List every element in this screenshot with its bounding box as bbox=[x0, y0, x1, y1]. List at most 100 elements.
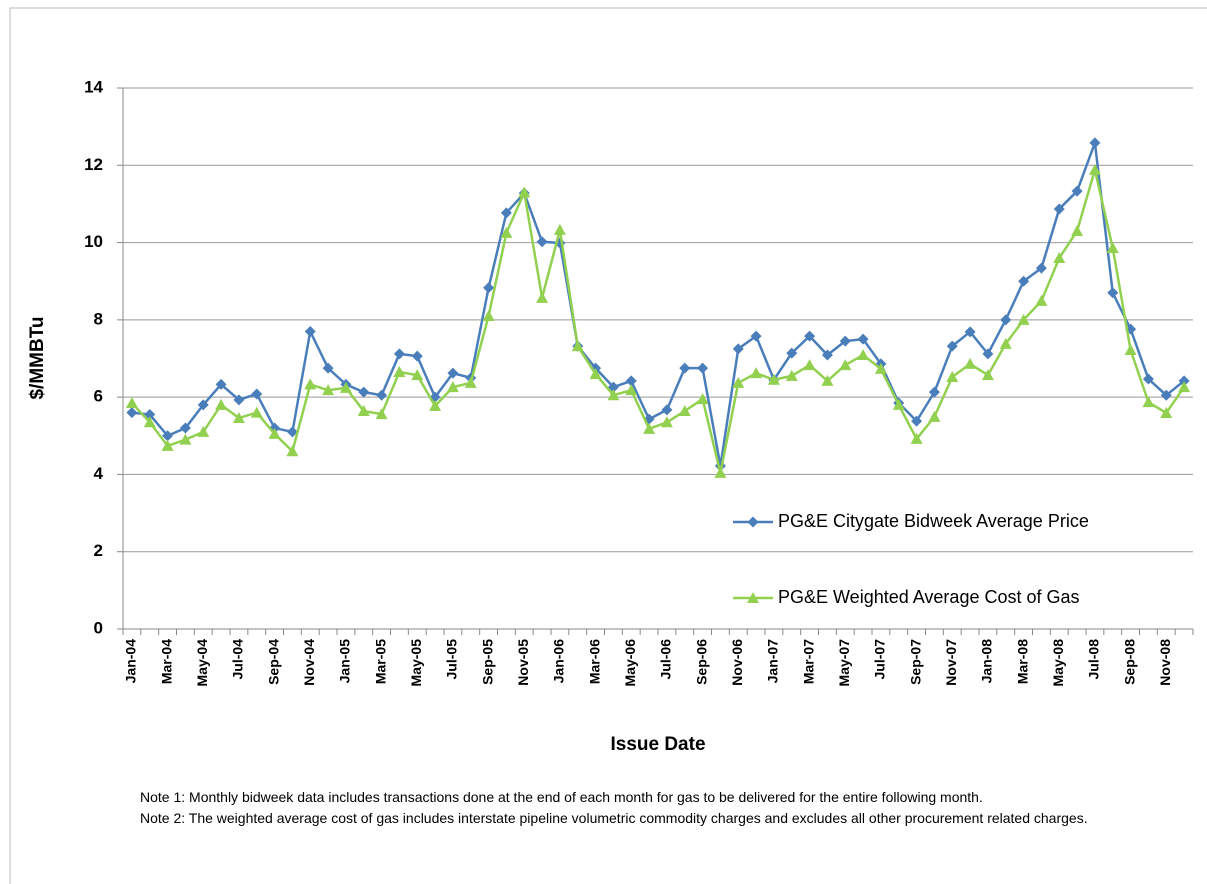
point bbox=[500, 207, 512, 219]
point bbox=[1053, 203, 1065, 215]
x-tick-label: Jul-04 bbox=[230, 639, 246, 680]
point bbox=[1071, 224, 1084, 236]
point bbox=[447, 367, 459, 379]
point bbox=[589, 367, 602, 379]
y-tick-label: 10 bbox=[84, 232, 103, 251]
point bbox=[1178, 375, 1190, 387]
x-tick-label: Sep-07 bbox=[907, 639, 923, 685]
point bbox=[553, 223, 566, 235]
point bbox=[697, 362, 709, 374]
point bbox=[144, 409, 156, 421]
point bbox=[803, 359, 816, 371]
x-tick-label: Nov-05 bbox=[515, 639, 531, 686]
x-tick-label: May-07 bbox=[836, 639, 852, 687]
point bbox=[982, 348, 994, 360]
point bbox=[750, 330, 762, 342]
point bbox=[1089, 137, 1101, 149]
x-tick-label: Jan-06 bbox=[551, 639, 567, 684]
point bbox=[857, 333, 869, 345]
point bbox=[286, 445, 299, 457]
point bbox=[339, 381, 352, 393]
point bbox=[179, 422, 191, 434]
x-tick-label: Nov-06 bbox=[729, 639, 745, 686]
point bbox=[839, 335, 851, 347]
x-tick-label: Sep-08 bbox=[1121, 639, 1137, 685]
x-tick-label: Jan-05 bbox=[337, 639, 353, 684]
point bbox=[607, 381, 619, 393]
x-tick-label: Nov-08 bbox=[1157, 639, 1173, 686]
point bbox=[874, 362, 887, 374]
point bbox=[821, 349, 833, 361]
point bbox=[215, 378, 227, 390]
x-tick-label: May-06 bbox=[622, 639, 638, 687]
point bbox=[678, 405, 691, 417]
point bbox=[679, 362, 691, 374]
point bbox=[1000, 314, 1012, 326]
x-tick-label: Jan-04 bbox=[123, 639, 139, 684]
point bbox=[946, 371, 959, 383]
point bbox=[179, 433, 192, 445]
point bbox=[500, 226, 513, 238]
x-axis-label: Issue Date bbox=[610, 734, 705, 755]
point bbox=[1107, 287, 1119, 299]
x-tick-label: Sep-05 bbox=[479, 639, 495, 685]
point bbox=[268, 427, 281, 439]
point bbox=[322, 384, 335, 396]
x-tick-label: Nov-04 bbox=[301, 639, 317, 686]
point bbox=[732, 376, 745, 388]
point bbox=[232, 412, 245, 424]
point bbox=[1160, 406, 1173, 418]
note: Note 1: Monthly bidweek data includes tr… bbox=[140, 789, 983, 805]
point bbox=[661, 404, 673, 416]
point bbox=[125, 396, 138, 408]
x-tick-label: Mar-07 bbox=[800, 639, 816, 684]
point bbox=[928, 386, 940, 398]
y-tick-label: 12 bbox=[84, 155, 103, 174]
point bbox=[1018, 275, 1030, 287]
point bbox=[1142, 396, 1155, 408]
notes: Note 1: Monthly bidweek data includes tr… bbox=[140, 787, 1115, 829]
point bbox=[660, 416, 673, 428]
point bbox=[696, 393, 709, 405]
point bbox=[197, 425, 210, 437]
point bbox=[536, 236, 548, 248]
y-tick-label: 4 bbox=[94, 464, 104, 483]
point bbox=[161, 439, 174, 451]
point bbox=[464, 376, 477, 388]
series-line bbox=[130, 164, 1186, 474]
x-tick-label: May-08 bbox=[1050, 639, 1066, 687]
point bbox=[911, 415, 923, 427]
point bbox=[1017, 313, 1030, 325]
point bbox=[785, 369, 798, 381]
x-tick-label: Jan-07 bbox=[765, 639, 781, 684]
point bbox=[536, 291, 549, 303]
point bbox=[233, 394, 245, 406]
point bbox=[357, 405, 370, 417]
point bbox=[892, 398, 905, 410]
x-tick-label: Jan-08 bbox=[979, 639, 995, 684]
point bbox=[393, 366, 406, 378]
point bbox=[143, 416, 156, 428]
point bbox=[607, 389, 620, 401]
y-tick-label: 14 bbox=[84, 77, 103, 96]
point bbox=[304, 378, 317, 390]
point bbox=[1124, 343, 1137, 355]
point bbox=[1053, 252, 1066, 264]
x-tick-label: Mar-05 bbox=[372, 639, 388, 684]
y-tick-label: 2 bbox=[94, 541, 103, 560]
x-tick-label: Mar-08 bbox=[1014, 639, 1030, 684]
point bbox=[625, 384, 638, 396]
point bbox=[643, 422, 656, 434]
x-tick-label: May-04 bbox=[194, 639, 210, 687]
point bbox=[857, 349, 870, 361]
point bbox=[981, 369, 994, 381]
legend-marker bbox=[747, 516, 759, 528]
point bbox=[322, 362, 334, 374]
point bbox=[197, 399, 209, 411]
y-tick-label: 6 bbox=[94, 387, 103, 406]
x-tick-label: Mar-06 bbox=[586, 639, 602, 684]
point bbox=[376, 389, 388, 401]
point bbox=[804, 330, 816, 342]
